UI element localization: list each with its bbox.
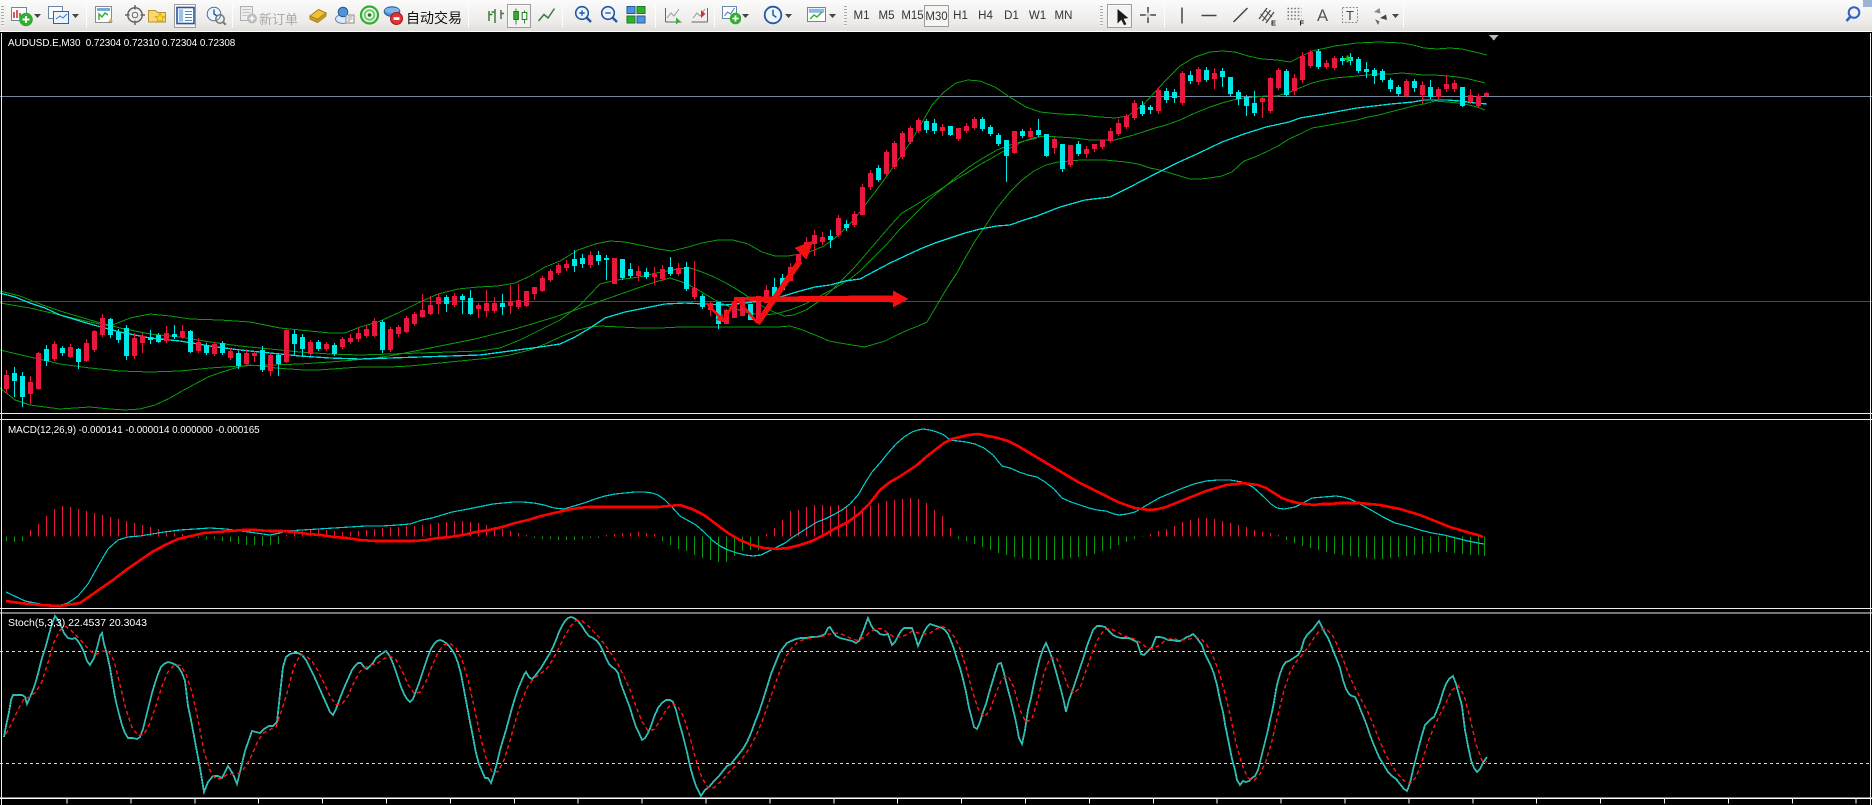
svg-text:E: E — [1271, 19, 1276, 28]
svg-text:Stoch(5,3,3) 22.4537 20.3043: Stoch(5,3,3) 22.4537 20.3043 — [8, 617, 147, 629]
svg-text:T: T — [1346, 8, 1354, 23]
svg-text:MACD(12,26,9) -0.000141 -0.000: MACD(12,26,9) -0.000141 -0.000014 0.0000… — [8, 425, 260, 436]
svg-text:A: A — [1317, 7, 1328, 25]
svg-text:F: F — [1300, 19, 1305, 28]
svg-text:AUDUSD.E,M30 0.72304 0.72310: AUDUSD.E,M30 0.72304 0.72310 0.72304 0.7… — [8, 38, 236, 49]
